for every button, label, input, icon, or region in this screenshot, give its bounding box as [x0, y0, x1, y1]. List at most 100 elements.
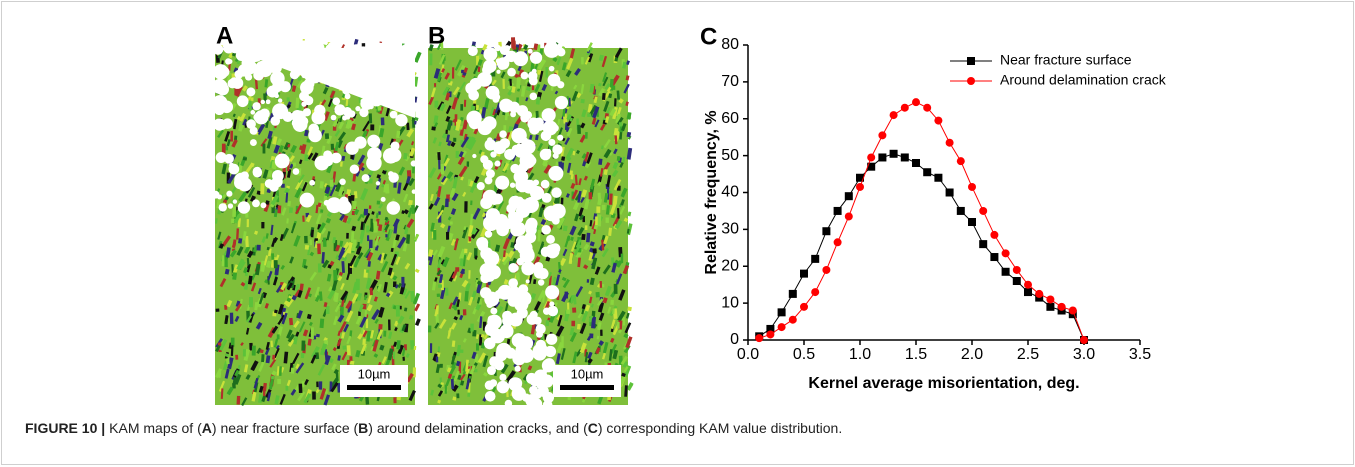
map-void: [219, 66, 230, 77]
map-grain: [537, 69, 542, 75]
map-grain: [543, 159, 548, 167]
map-grain: [620, 187, 628, 198]
map-void: [520, 71, 529, 80]
map-grain: [222, 193, 226, 199]
map-grain: [270, 194, 279, 206]
map-grain: [442, 256, 450, 268]
map-void: [292, 168, 300, 175]
map-grain: [409, 314, 414, 320]
map-grain: [525, 97, 529, 102]
map-grain: [302, 329, 309, 337]
map-grain: [561, 156, 566, 161]
map-grain: [450, 322, 457, 330]
map-grain: [526, 86, 531, 92]
map-void: [227, 203, 234, 209]
map-grain: [403, 307, 408, 312]
map-grain: [291, 85, 297, 92]
caption-segment: C: [587, 420, 598, 436]
map-grain: [552, 56, 558, 63]
map-void: [527, 117, 541, 131]
map-void: [532, 179, 540, 186]
map-grain: [565, 193, 570, 198]
map-grain: [350, 194, 355, 201]
map-grain: [330, 377, 340, 389]
map-void: [546, 209, 553, 216]
map-grain: [496, 133, 500, 139]
map-grain: [294, 203, 303, 215]
map-grain: [245, 327, 250, 335]
map-void: [548, 138, 556, 146]
map-grain: [287, 153, 292, 158]
map-grain: [569, 117, 573, 122]
map-void: [486, 264, 501, 280]
kam-map: 10µm: [428, 37, 634, 410]
map-grain: [215, 344, 221, 353]
map-grain: [453, 238, 459, 251]
map-grain: [552, 276, 557, 287]
map-grain: [587, 358, 593, 364]
map-void: [380, 196, 386, 202]
map-grain: [232, 383, 236, 389]
map-grain: [405, 176, 411, 184]
scale-bar: [560, 385, 614, 390]
map-grain: [306, 146, 314, 157]
map-grain: [445, 231, 450, 240]
map-grain: [599, 280, 603, 288]
map-void: [507, 67, 516, 77]
map-grain: [264, 302, 269, 309]
map-void: [472, 153, 477, 159]
map-grain: [450, 354, 456, 365]
map-grain: [444, 384, 447, 394]
map-grain: [572, 351, 578, 364]
map-grain: [445, 198, 449, 208]
data-point: [889, 111, 898, 120]
map-void: [265, 99, 271, 105]
map-grain: [295, 362, 305, 374]
map-void: [489, 379, 498, 387]
map-grain: [368, 178, 373, 184]
map-grain: [447, 78, 452, 83]
map-grain: [244, 162, 255, 175]
map-grain: [577, 226, 585, 236]
map-grain: [621, 122, 627, 132]
map-grain: [326, 210, 333, 218]
map-grain: [584, 225, 588, 230]
map-grain: [260, 183, 265, 195]
map-grain: [450, 361, 457, 369]
map-grain: [242, 118, 248, 126]
map-grain: [462, 191, 467, 197]
map-void: [495, 58, 501, 64]
map-grain: [449, 365, 457, 375]
map-grain: [358, 311, 361, 316]
map-grain: [574, 67, 581, 76]
map-grain: [452, 396, 457, 401]
map-void: [494, 44, 502, 52]
x-tick-label: 2.0: [961, 346, 983, 363]
map-grain: [243, 348, 251, 361]
map-grain: [429, 343, 433, 354]
map-grain: [610, 319, 616, 330]
map-grain: [595, 347, 601, 355]
map-grain: [613, 148, 618, 155]
map-grain: [299, 145, 304, 151]
map-grain: [570, 241, 577, 252]
map-grain: [459, 349, 464, 354]
map-void: [344, 93, 351, 100]
map-grain: [433, 229, 437, 240]
map-grain: [401, 348, 406, 356]
map-grain: [340, 290, 349, 301]
map-grain: [300, 143, 307, 155]
map-grain: [349, 360, 355, 365]
map-grain: [378, 306, 385, 318]
map-grain: [602, 341, 609, 354]
map-grain: [602, 352, 607, 360]
map-void: [486, 365, 497, 376]
map-grain: [219, 339, 228, 351]
map-void: [260, 99, 266, 105]
map-void: [291, 118, 301, 128]
map-grain: [579, 134, 587, 143]
data-point: [1046, 302, 1055, 311]
map-grain: [430, 193, 434, 202]
map-grain: [445, 129, 448, 134]
map-grain: [430, 389, 435, 396]
